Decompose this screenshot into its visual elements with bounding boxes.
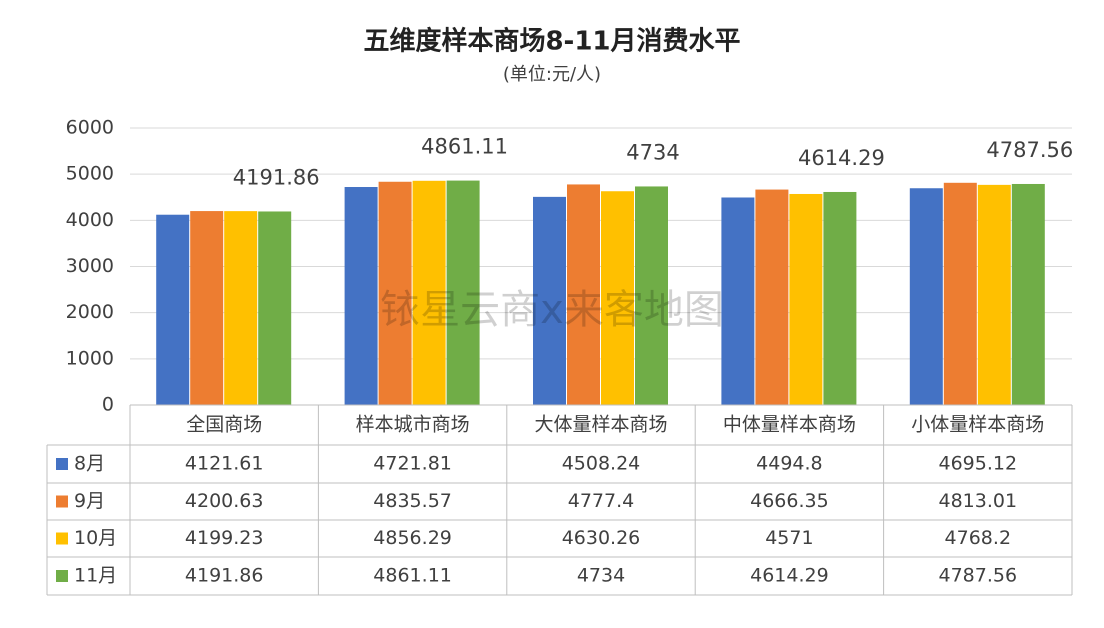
table-cell: 4861.11 bbox=[373, 565, 452, 587]
table-cell: 4666.35 bbox=[750, 490, 829, 512]
table-cell: 4813.01 bbox=[939, 490, 1018, 512]
table-cell: 4571 bbox=[765, 527, 813, 549]
table-cell: 4787.56 bbox=[939, 565, 1018, 587]
data-label: 4191.86 bbox=[233, 165, 320, 189]
bar bbox=[344, 187, 378, 405]
bar bbox=[601, 191, 634, 405]
watermark: 铱星云商x来客地图 bbox=[380, 287, 724, 333]
bar bbox=[156, 214, 190, 405]
table-cell: 4835.57 bbox=[373, 490, 452, 512]
table-cell: 4508.24 bbox=[562, 453, 641, 475]
table-cell: 4856.29 bbox=[373, 527, 452, 549]
data-label: 4614.29 bbox=[798, 146, 885, 170]
bar bbox=[789, 193, 823, 405]
y-tick-label: 3000 bbox=[66, 255, 114, 277]
data-label: 4861.11 bbox=[421, 135, 508, 159]
chart-subtitle: (单位:元/人) bbox=[503, 64, 601, 85]
x-tick-label: 中体量样本商场 bbox=[723, 414, 856, 436]
bar bbox=[755, 189, 789, 405]
x-tick-label: 样本城市商场 bbox=[356, 414, 470, 436]
legend-label: 9月 bbox=[74, 490, 105, 512]
bar bbox=[1011, 183, 1045, 405]
legend-key bbox=[56, 570, 68, 582]
y-tick-label: 0 bbox=[102, 394, 114, 416]
bar bbox=[224, 211, 258, 405]
legend-label: 11月 bbox=[74, 565, 117, 587]
data-label: 4734 bbox=[626, 140, 679, 164]
chart-title: 五维度样本商场8-11月消费水平 bbox=[363, 26, 740, 57]
bar bbox=[635, 186, 668, 405]
bar bbox=[567, 184, 600, 405]
bar bbox=[909, 188, 943, 405]
x-tick-label: 大体量样本商场 bbox=[534, 414, 667, 436]
bar bbox=[823, 191, 857, 405]
legend-key bbox=[56, 458, 68, 470]
table-cell: 4630.26 bbox=[562, 527, 641, 549]
bar bbox=[412, 180, 446, 405]
table-cell: 4191.86 bbox=[185, 565, 264, 587]
bar bbox=[258, 211, 292, 405]
bar bbox=[533, 196, 566, 405]
table-cell: 4200.63 bbox=[185, 490, 264, 512]
x-tick-label: 全国商场 bbox=[186, 414, 262, 436]
legend-key bbox=[56, 532, 68, 545]
legend-label: 8月 bbox=[74, 453, 105, 475]
table-cell: 4695.12 bbox=[939, 453, 1018, 475]
bar bbox=[190, 211, 224, 405]
bar bbox=[721, 197, 755, 405]
y-tick-label: 2000 bbox=[66, 301, 114, 323]
legend-label: 10月 bbox=[74, 527, 117, 549]
legend-key bbox=[56, 495, 68, 508]
table-cell: 4494.8 bbox=[756, 453, 822, 475]
x-tick-label: 小体量样本商场 bbox=[911, 414, 1044, 436]
table-cell: 4768.2 bbox=[945, 527, 1011, 549]
table-cell: 4121.61 bbox=[185, 453, 264, 475]
table-cell: 4614.29 bbox=[750, 565, 829, 587]
bar bbox=[977, 184, 1011, 405]
y-tick-label: 5000 bbox=[66, 163, 114, 185]
bar bbox=[943, 182, 977, 405]
table-cell: 4734 bbox=[577, 565, 625, 587]
table-cell: 4777.4 bbox=[568, 490, 634, 512]
y-tick-label: 1000 bbox=[66, 347, 114, 369]
data-label: 4787.56 bbox=[986, 138, 1073, 162]
table-cell: 4199.23 bbox=[185, 527, 264, 549]
y-tick-label: 6000 bbox=[66, 117, 114, 139]
bar bbox=[446, 180, 480, 405]
y-tick-label: 4000 bbox=[66, 209, 114, 231]
table-cell: 4721.81 bbox=[373, 453, 452, 475]
bar bbox=[378, 181, 412, 405]
